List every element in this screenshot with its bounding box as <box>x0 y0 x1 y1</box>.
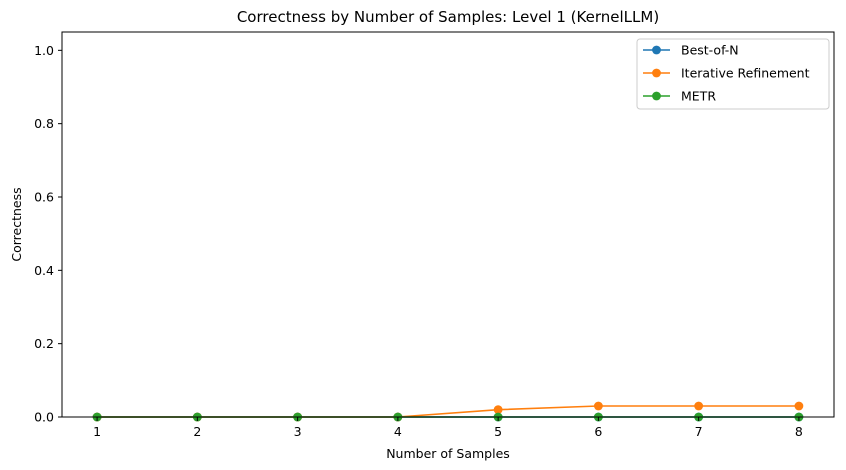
legend-marker <box>652 45 661 55</box>
x-tick-label: 2 <box>193 424 201 439</box>
y-tick-label: 0.0 <box>34 410 54 425</box>
y-axis-label: Correctness <box>9 187 24 261</box>
series-line <box>97 405 799 418</box>
x-tick-label: 7 <box>695 424 703 439</box>
x-tick-label: 4 <box>394 424 402 439</box>
y-tick-label: 1.0 <box>34 43 54 58</box>
legend-label: Iterative Refinement <box>681 66 810 81</box>
y-axis-ticks: 0.0 0.2 0.4 0.6 0.8 1.0 <box>34 43 62 425</box>
x-tick-label: 5 <box>494 424 502 439</box>
series-layer <box>92 401 804 422</box>
x-axis-label: Number of Samples <box>386 446 510 461</box>
x-tick-label: 3 <box>294 424 302 439</box>
legend-label: METR <box>681 89 716 104</box>
y-tick-label: 0.6 <box>34 190 54 205</box>
data-point <box>593 401 603 411</box>
legend-marker <box>652 68 661 78</box>
data-point <box>794 401 804 411</box>
legend-label: Best-of-N <box>681 43 739 58</box>
y-tick-label: 0.4 <box>34 263 54 278</box>
legend-marker <box>652 91 661 101</box>
chart-title: Correctness by Number of Samples: Level … <box>237 8 659 26</box>
x-tick-label: 6 <box>594 424 602 439</box>
data-point <box>694 401 704 411</box>
y-tick-label: 0.8 <box>34 116 54 131</box>
x-axis-ticks: 1 2 3 4 5 6 7 8 <box>93 417 803 439</box>
data-point <box>493 405 503 415</box>
legend-box <box>636 38 830 110</box>
plot-frame <box>61 31 835 418</box>
legend: Best-of-N Iterative Refinement METR <box>636 38 830 110</box>
x-tick-label: 8 <box>795 424 803 439</box>
x-tick-label: 1 <box>93 424 101 439</box>
y-tick-label: 0.2 <box>34 336 54 351</box>
